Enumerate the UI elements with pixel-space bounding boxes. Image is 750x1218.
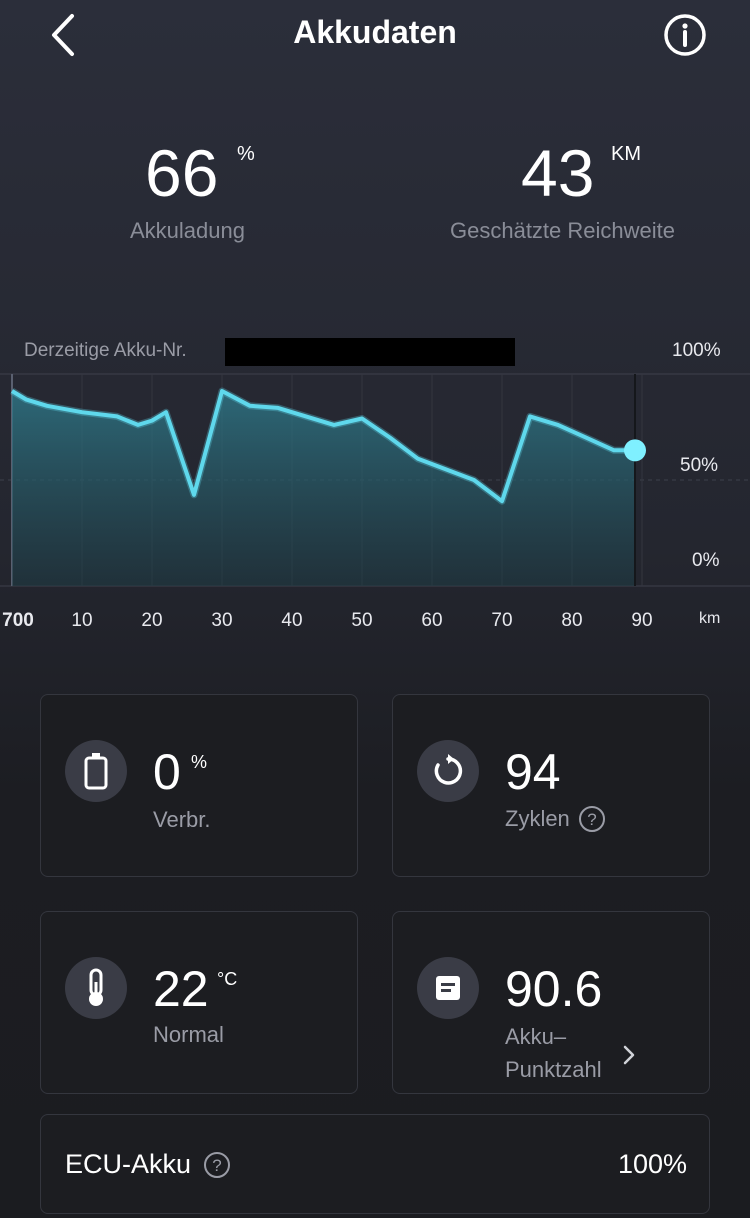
x-unit-label: km bbox=[699, 610, 721, 627]
range-label: Geschätzte Reichweite bbox=[450, 218, 675, 243]
range-stat: 43 bbox=[521, 140, 594, 206]
x-tick-10: 10 bbox=[71, 610, 93, 631]
cycles-value: 94 bbox=[505, 744, 561, 800]
y-tick-50: 50% bbox=[680, 455, 719, 476]
chevron-right-icon[interactable] bbox=[621, 1044, 637, 1066]
charge-label: Akkuladung bbox=[130, 218, 245, 243]
x-tick-20: 20 bbox=[141, 610, 163, 631]
refresh-icon bbox=[417, 740, 479, 802]
ecu-label: ECU-Akku bbox=[65, 1149, 192, 1179]
charge-value: 66 bbox=[145, 136, 219, 210]
consumption-card: 0 % Verbr. bbox=[40, 694, 358, 877]
charge-unit: % bbox=[237, 143, 255, 165]
temperature-card: 22 °C Normal bbox=[40, 911, 358, 1094]
x-tick-70: 70 bbox=[491, 610, 513, 631]
x-tick-30: 30 bbox=[211, 610, 233, 631]
temperature-unit: °C bbox=[217, 969, 238, 989]
info-icon[interactable] bbox=[662, 12, 708, 58]
x-tick-50: 50 bbox=[351, 610, 373, 631]
x-tick-60: 60 bbox=[421, 610, 443, 631]
redacted-battery-number bbox=[225, 338, 515, 366]
consumption-unit: % bbox=[191, 752, 208, 772]
score-label-line2: Punktzahl bbox=[505, 1057, 602, 1082]
svg-text:?: ? bbox=[212, 1156, 221, 1175]
x-tick-90: 90 bbox=[631, 610, 653, 631]
page-title: Akkudaten bbox=[293, 14, 457, 50]
thermometer-icon bbox=[65, 957, 127, 1019]
document-icon bbox=[417, 957, 479, 1019]
score-value: 90.6 bbox=[505, 961, 603, 1017]
ecu-value: 100% bbox=[617, 1149, 687, 1179]
back-icon[interactable] bbox=[46, 12, 82, 58]
x-tick-40: 40 bbox=[281, 610, 303, 631]
battery-chart bbox=[0, 373, 750, 587]
y-tick-100: 100% bbox=[672, 340, 721, 361]
chart-area bbox=[12, 391, 635, 586]
cycles-label-row: Zyklen ? bbox=[505, 805, 606, 833]
range-unit: KM bbox=[611, 143, 641, 165]
temperature-value: 22 bbox=[153, 961, 209, 1017]
cycles-label: Zyklen bbox=[505, 806, 570, 831]
svg-text:?: ? bbox=[587, 810, 596, 829]
score-card[interactable]: 90.6 Akku– Punktzahl bbox=[392, 911, 710, 1094]
cycles-card: 94 Zyklen ? bbox=[392, 694, 710, 877]
x-tick-80: 80 bbox=[561, 610, 583, 631]
temperature-label: Normal bbox=[153, 1022, 224, 1047]
score-label-line1: Akku– bbox=[505, 1024, 567, 1049]
y-tick-0: 0% bbox=[692, 550, 720, 571]
chart-line bbox=[10, 389, 635, 504]
help-icon[interactable]: ? bbox=[203, 1151, 231, 1179]
current-point bbox=[624, 439, 646, 462]
battery-number-label: Derzeitige Akku-Nr. bbox=[24, 340, 187, 361]
ecu-battery-row: ECU-Akku ? 100% bbox=[40, 1114, 710, 1214]
consumption-label: Verbr. bbox=[153, 807, 211, 832]
x-tick-700: 700 bbox=[2, 610, 34, 631]
range-value: 43 bbox=[521, 136, 595, 210]
charge-stat: 66 bbox=[145, 140, 218, 206]
consumption-value: 0 bbox=[153, 744, 181, 800]
help-icon[interactable]: ? bbox=[578, 805, 606, 833]
ecu-label-row: ECU-Akku ? bbox=[65, 1149, 231, 1180]
battery-icon bbox=[65, 740, 127, 802]
